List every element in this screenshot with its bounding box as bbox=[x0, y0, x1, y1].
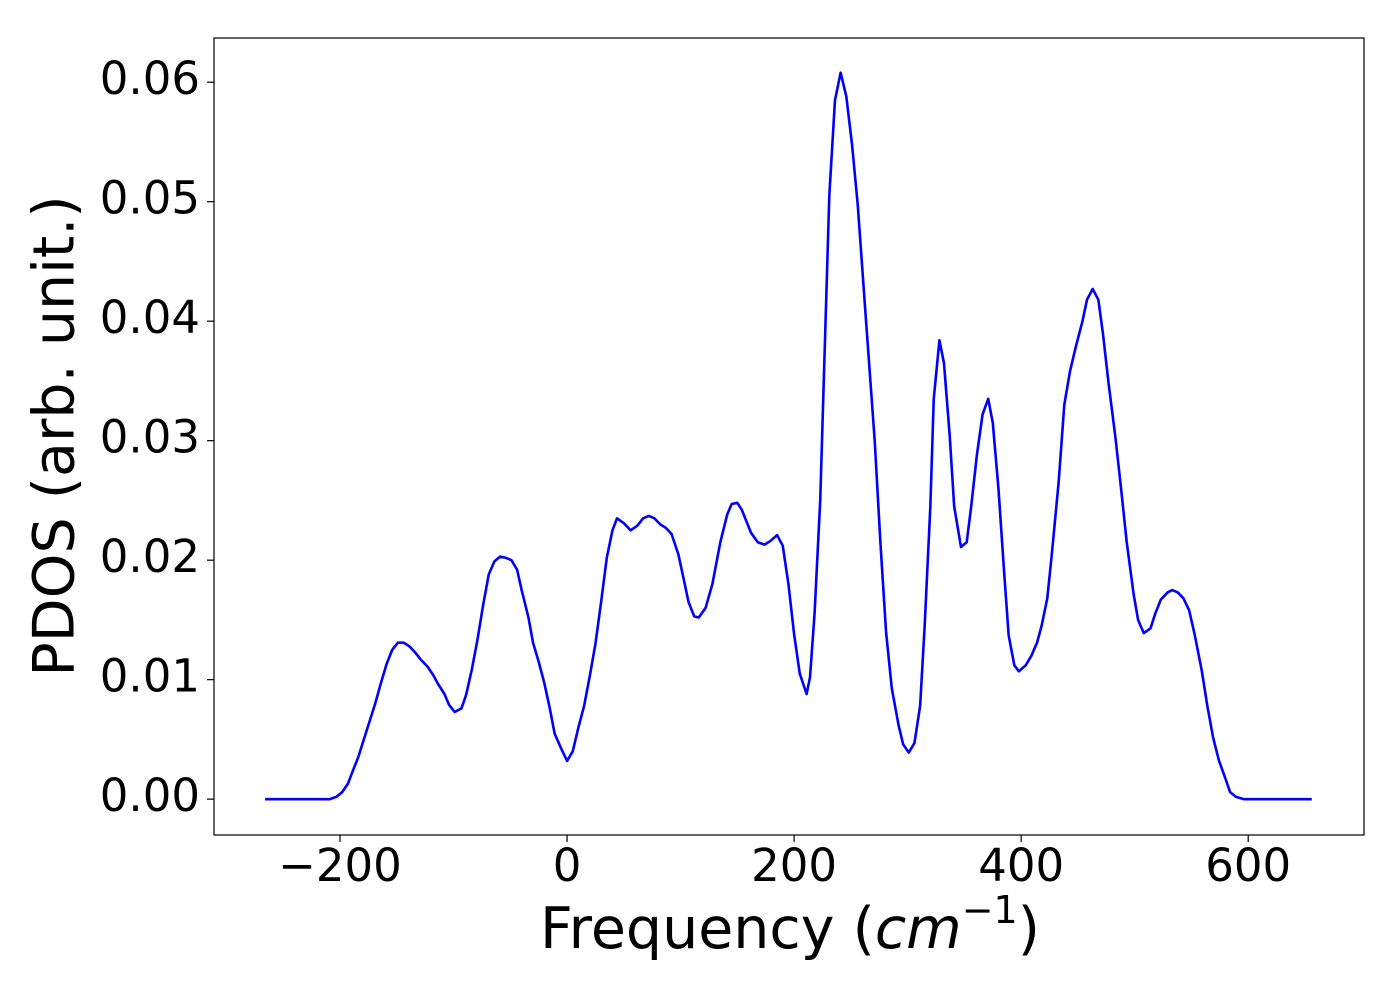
x-tick-label: −200 bbox=[278, 839, 402, 892]
y-tick-label: 0.04 bbox=[100, 291, 200, 344]
y-tick-label: 0.00 bbox=[100, 769, 200, 822]
x-tick-label: 600 bbox=[1205, 839, 1291, 892]
x-label-exponent: −1 bbox=[962, 888, 1018, 932]
y-axis-label: PDOS (arb. unit.) bbox=[22, 195, 88, 676]
x-label-text: Frequency ( bbox=[540, 896, 875, 962]
plot-frame bbox=[213, 37, 1365, 836]
x-axis-label: Frequency (cm−1) bbox=[540, 888, 1040, 962]
x-tick-label: 200 bbox=[751, 839, 837, 892]
x-label-end: ) bbox=[1018, 896, 1040, 962]
y-tick-label: 0.05 bbox=[100, 172, 200, 225]
pdos-line bbox=[265, 71, 1312, 801]
y-tick-label: 0.01 bbox=[100, 650, 200, 703]
x-tick-label: 0 bbox=[553, 839, 582, 892]
x-tick-label: 400 bbox=[978, 839, 1064, 892]
y-tick-label: 0.06 bbox=[100, 52, 200, 105]
y-tick-label: 0.03 bbox=[100, 411, 200, 464]
y-tick-label: 0.02 bbox=[100, 530, 200, 583]
x-label-unit: cm bbox=[875, 896, 962, 962]
